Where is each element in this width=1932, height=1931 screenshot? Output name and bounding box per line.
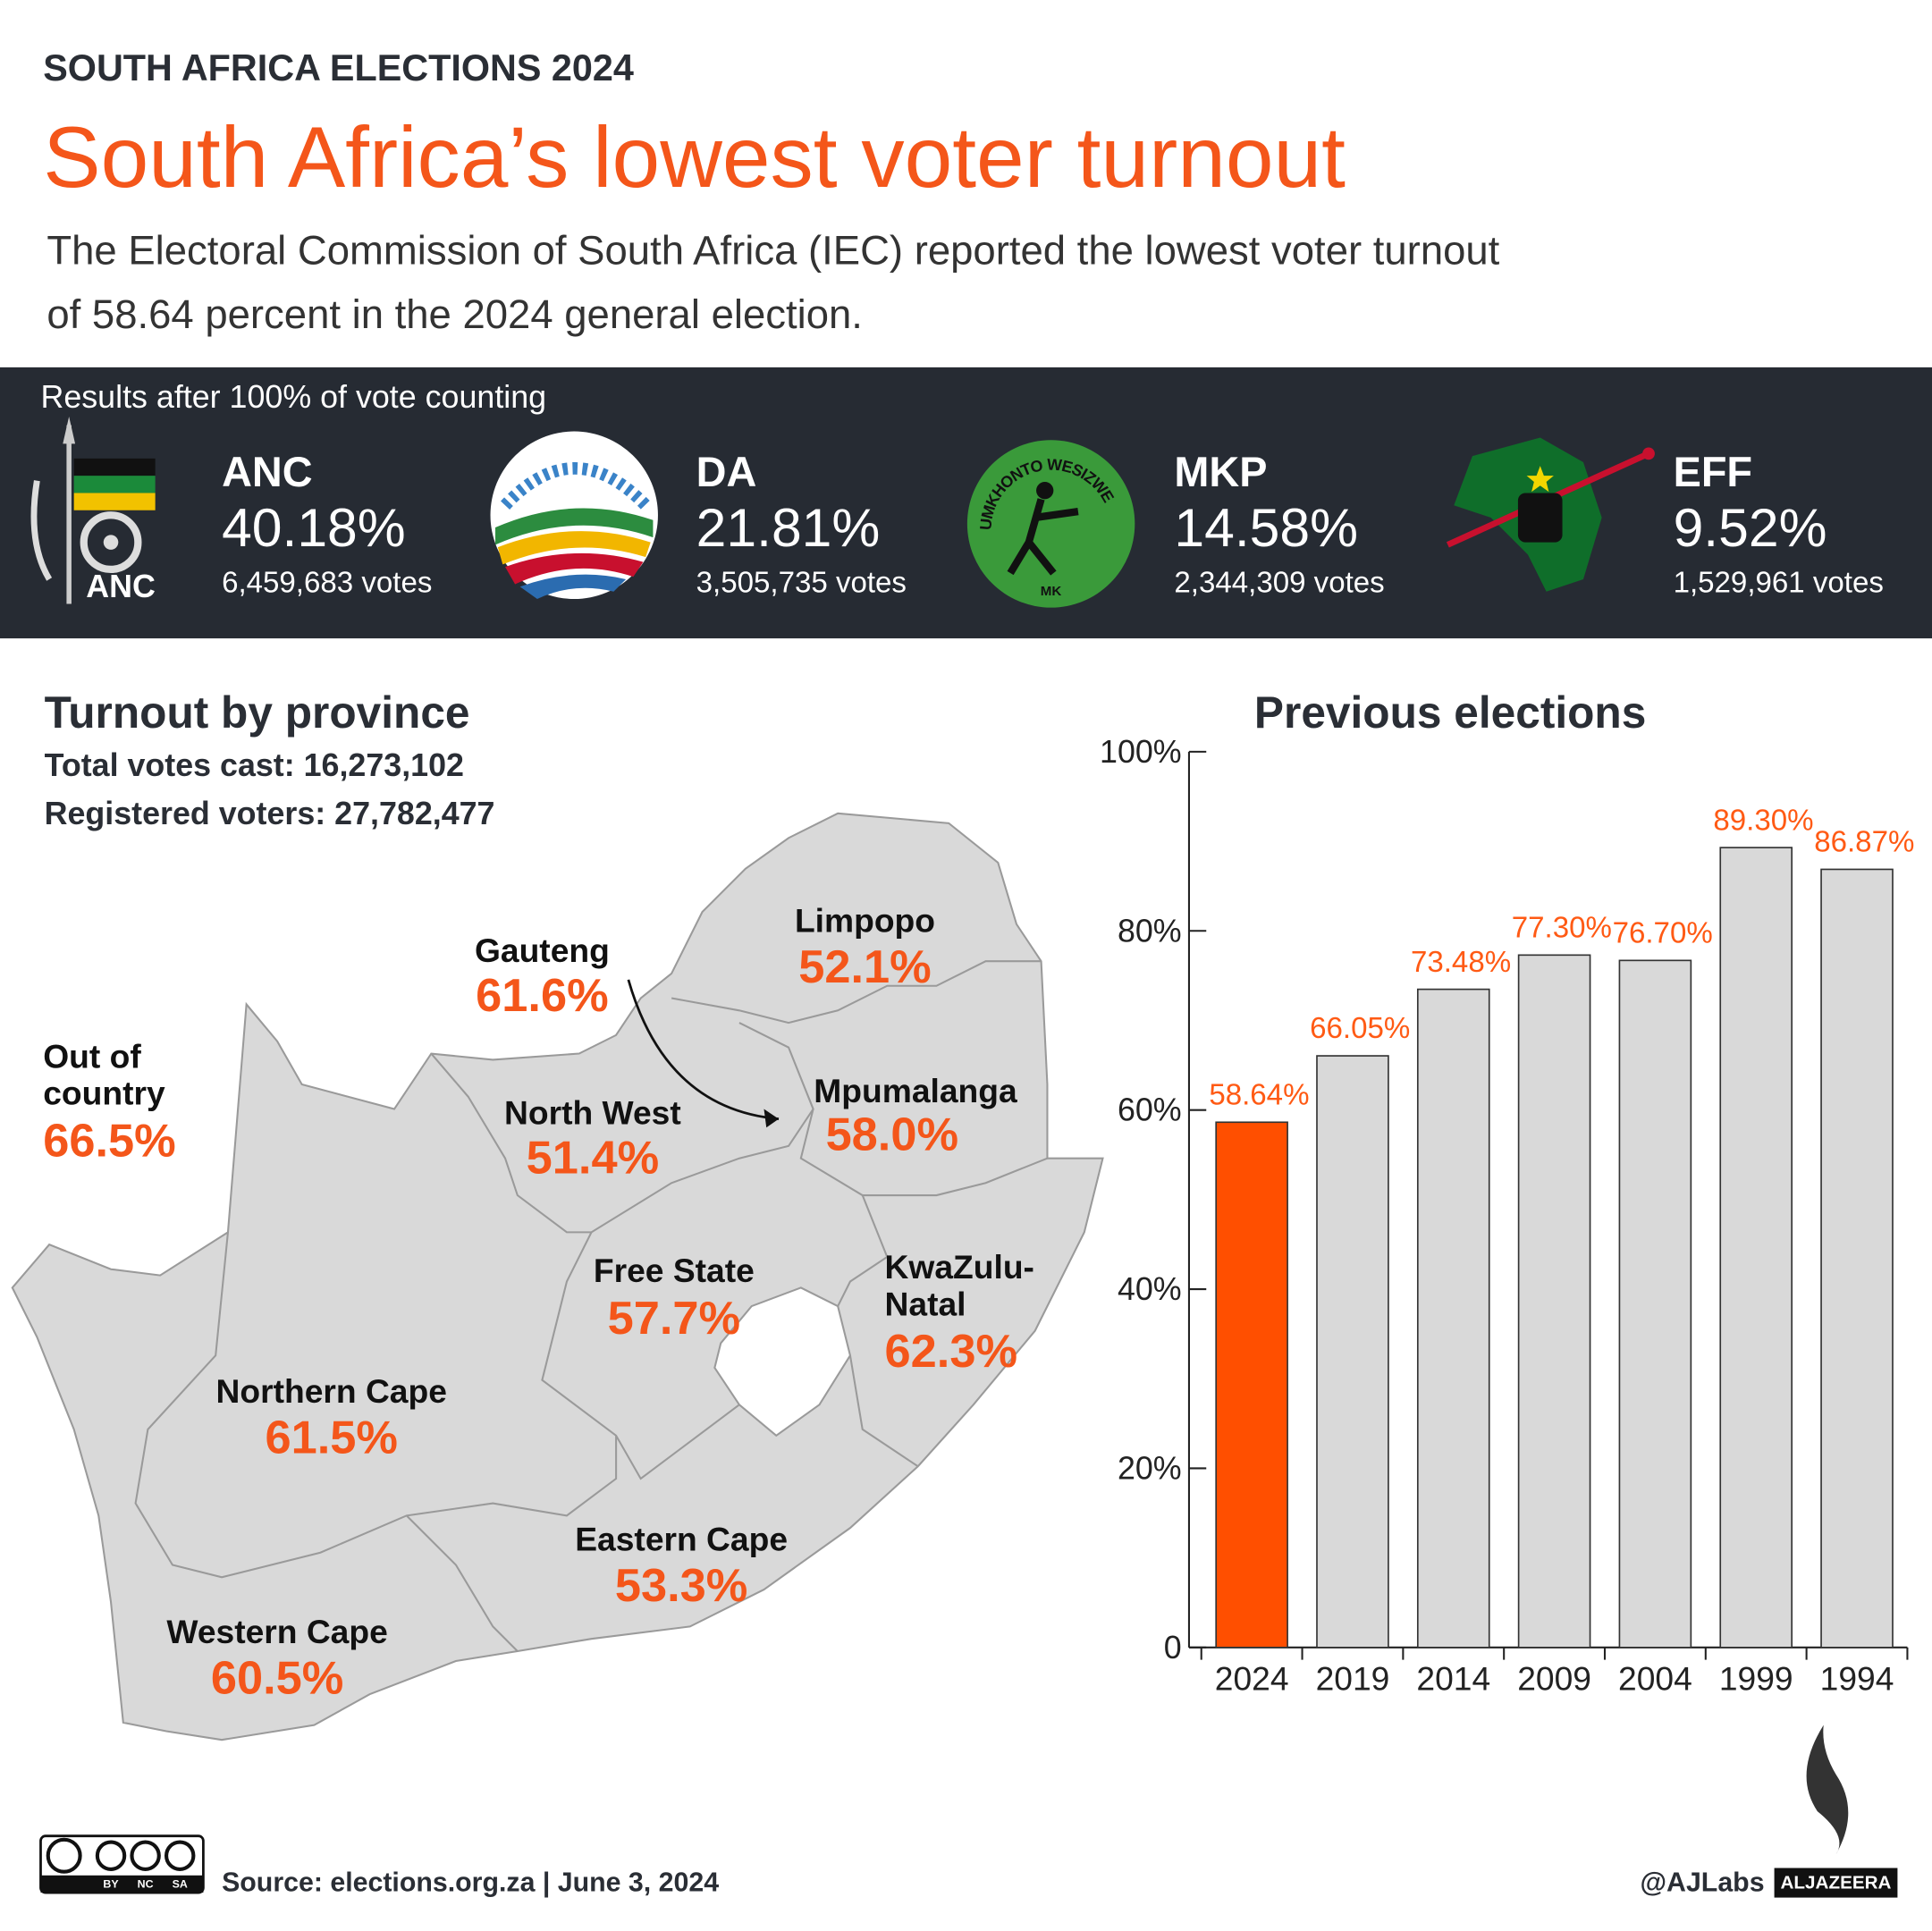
anc-logo: ANC [30, 417, 156, 604]
party-share: 40.18% [222, 497, 406, 558]
license-label: BY [103, 1877, 119, 1890]
y-tick-label: 100% [1100, 734, 1182, 770]
registered-voters: Registered voters: 27,782,477 [45, 796, 495, 831]
x-tick-label: 2024 [1215, 1659, 1289, 1697]
da-logo [490, 431, 658, 599]
x-tick-label: 2004 [1618, 1659, 1692, 1697]
party-votes: 1,529,961 votes [1674, 567, 1884, 600]
license-label: NC [138, 1877, 154, 1890]
x-tick-label: 1999 [1719, 1659, 1793, 1697]
x-tick-label: 1994 [1820, 1659, 1894, 1697]
province-name: country [43, 1075, 165, 1112]
province-name: Eastern Cape [575, 1521, 788, 1558]
mk-logo: UMKHONTO WESIZWE MK [966, 440, 1135, 608]
credit: @AJLabs [1641, 1868, 1765, 1898]
x-tick-label: 2009 [1517, 1659, 1591, 1697]
province-turnout: 52.1% [798, 941, 931, 993]
province-turnout: 53.3% [615, 1560, 747, 1612]
party-name: ANC [222, 449, 313, 495]
bar [1416, 988, 1490, 1649]
province-turnout: 61.6% [476, 970, 608, 1022]
province-turnout: 61.5% [265, 1412, 397, 1464]
party-share: 9.52% [1674, 497, 1827, 558]
subtitle: The Electoral Commission of South Africa… [46, 227, 1499, 273]
aljazeera-logo: ALJAZEERA [1774, 1724, 1898, 1898]
party-name: EFF [1674, 449, 1752, 495]
province-turnout: 51.4% [527, 1133, 659, 1185]
kicker: SOUTH AFRICA ELECTIONS 2024 [43, 47, 634, 89]
y-tick-label: 20% [1118, 1450, 1182, 1486]
bar [1719, 847, 1793, 1649]
bar [1517, 954, 1591, 1649]
value-label: 76.70% [1613, 917, 1713, 950]
results-band [0, 367, 1932, 639]
province-name: Limpopo [795, 902, 935, 940]
bar [1820, 868, 1894, 1649]
province-turnout: 58.0% [826, 1109, 958, 1161]
province-name: Western Cape [166, 1613, 387, 1650]
province-name: Free State [594, 1252, 755, 1289]
province-turnout: 66.5% [43, 1115, 175, 1167]
y-tick-label: 80% [1118, 913, 1182, 949]
party-name: MKP [1174, 449, 1267, 495]
license-label: SA [173, 1877, 188, 1890]
party-share: 21.81% [696, 497, 881, 558]
bar [1215, 1121, 1288, 1649]
value-label: 86.87% [1814, 826, 1914, 859]
party-share: 14.58% [1174, 497, 1358, 558]
province-name: Gauteng [475, 932, 610, 969]
value-label: 73.48% [1411, 946, 1511, 979]
source: Source: elections.org.za | June 3, 2024 [222, 1868, 719, 1898]
party-name: DA [696, 449, 757, 495]
party-votes: 2,344,309 votes [1174, 567, 1384, 600]
license-badge: BY NC SA [39, 1834, 205, 1894]
province-turnout: 62.3% [885, 1326, 1017, 1378]
total-votes: Total votes cast: 16,273,102 [45, 747, 464, 783]
value-label: 89.30% [1713, 804, 1813, 837]
x-tick-label: 2014 [1416, 1659, 1490, 1697]
province-name: Mpumalanga [814, 1072, 1017, 1109]
y-tick-label: 60% [1118, 1092, 1182, 1128]
subtitle: of 58.64 percent in the 2024 general ele… [46, 291, 863, 337]
chart-title: Previous elections [1254, 687, 1646, 738]
anc-logo-text: ANC [86, 569, 156, 604]
y-tick-label: 0 [1164, 1630, 1182, 1665]
value-label: 77.30% [1512, 912, 1612, 945]
value-label: 66.05% [1310, 1012, 1410, 1045]
bar [1316, 1055, 1389, 1649]
y-tick-label: 40% [1118, 1271, 1182, 1307]
results-heading: Results after 100% of vote counting [40, 379, 546, 415]
province-turnout: 60.5% [211, 1652, 343, 1704]
map-heading: Turnout by province [45, 687, 470, 738]
value-label: 58.64% [1209, 1078, 1309, 1111]
title: South Africa’s lowest voter turnout [43, 110, 1346, 206]
x-tick-label: 2019 [1316, 1659, 1390, 1697]
province-name: Natal [885, 1285, 966, 1322]
province-name: KwaZulu- [885, 1248, 1034, 1286]
party-votes: 6,459,683 votes [222, 567, 432, 600]
map [11, 812, 1104, 1741]
party-votes: 3,505,735 votes [696, 567, 907, 600]
eff-logo [1446, 437, 1655, 592]
province-name: North West [504, 1094, 681, 1132]
province-name: Northern Cape [216, 1372, 447, 1410]
bar [1618, 959, 1692, 1649]
brand: ALJAZEERA [1781, 1873, 1892, 1893]
mk-logo-base: MK [1041, 584, 1062, 599]
province-name: Out of [43, 1037, 141, 1075]
province-turnout: 57.7% [608, 1293, 740, 1345]
